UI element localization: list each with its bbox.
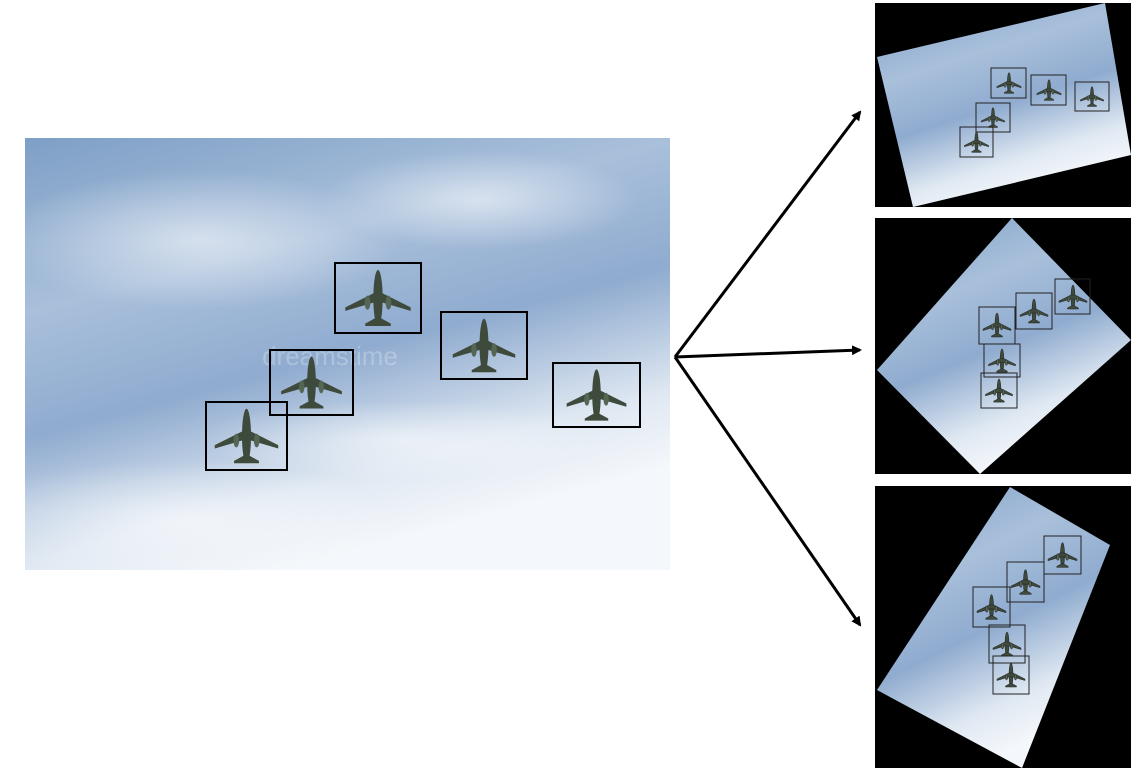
augmented-image-3 [875,486,1131,768]
augmented-image-2 [875,218,1131,474]
arrows [673,110,862,627]
watermark: dreamstime [262,341,398,371]
augmented-image-1 [875,3,1131,207]
main-image: dreamstime [0,138,670,580]
bounding-boxes [205,262,641,471]
